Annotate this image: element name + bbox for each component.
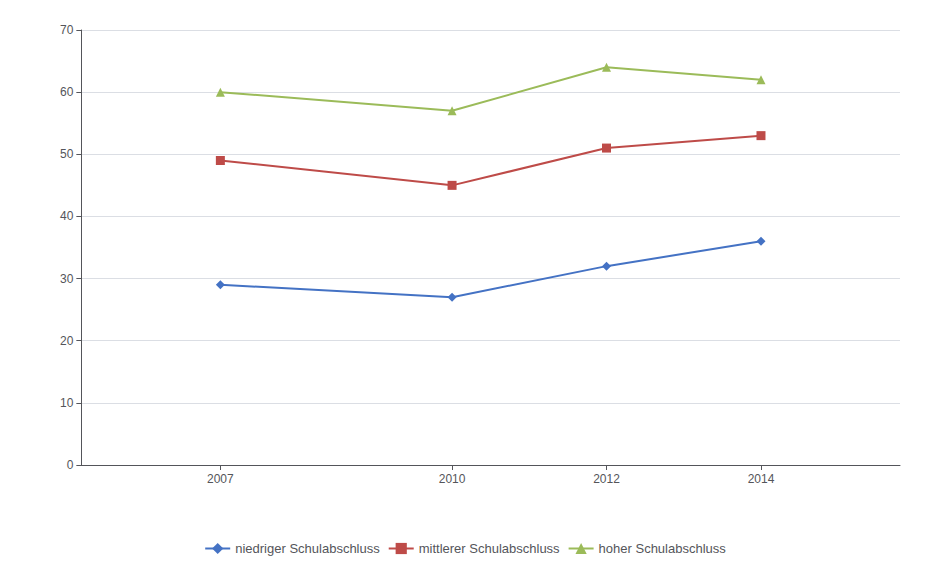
svg-text:2012: 2012 bbox=[593, 472, 620, 486]
svg-text:70: 70 bbox=[60, 23, 74, 37]
svg-text:hoher Schulabschluss: hoher Schulabschluss bbox=[599, 541, 727, 556]
svg-text:niedriger Schulabschluss: niedriger Schulabschluss bbox=[235, 541, 380, 556]
svg-text:40: 40 bbox=[60, 209, 74, 223]
svg-text:2007: 2007 bbox=[207, 472, 234, 486]
svg-text:50: 50 bbox=[60, 147, 74, 161]
svg-text:2014: 2014 bbox=[748, 472, 775, 486]
svg-text:0: 0 bbox=[67, 458, 74, 472]
svg-text:10: 10 bbox=[60, 396, 74, 410]
svg-text:mittlerer Schulabschluss: mittlerer Schulabschluss bbox=[419, 541, 560, 556]
svg-text:2010: 2010 bbox=[439, 472, 466, 486]
svg-text:30: 30 bbox=[60, 272, 74, 286]
svg-text:20: 20 bbox=[60, 334, 74, 348]
svg-text:60: 60 bbox=[60, 85, 74, 99]
